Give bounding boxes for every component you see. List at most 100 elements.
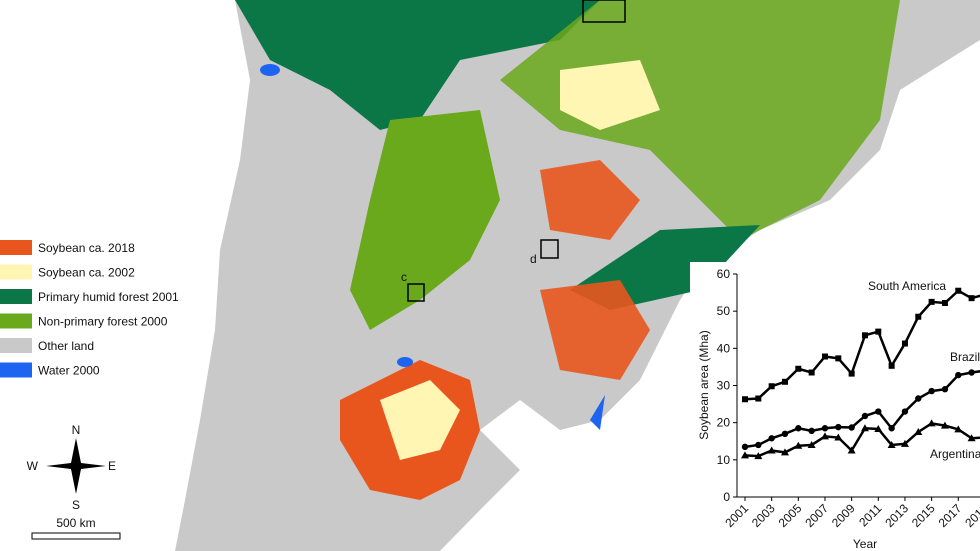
point	[940, 421, 949, 429]
map-label: d	[530, 252, 537, 266]
legend-swatch	[0, 313, 32, 329]
point	[808, 427, 815, 435]
legend-label: Soybean ca. 2002	[38, 266, 135, 280]
chart-bg	[690, 262, 980, 551]
point	[781, 378, 788, 385]
point	[875, 328, 882, 335]
point	[861, 412, 869, 420]
humid-forest	[235, 0, 600, 130]
legend-swatch	[0, 264, 32, 280]
point	[755, 395, 762, 402]
point	[768, 383, 775, 390]
legend-label: Soybean ca. 2018	[38, 241, 135, 255]
legend-label: Non-primary forest 2000	[38, 315, 168, 329]
point	[861, 332, 868, 339]
point	[928, 298, 935, 305]
map-box	[407, 283, 425, 302]
point	[741, 396, 748, 403]
point	[915, 395, 922, 402]
compass-e: E	[108, 459, 116, 473]
legend-swatch	[0, 338, 32, 353]
point	[900, 439, 909, 447]
point	[954, 425, 963, 433]
y-axis-label: Soybean area (Mha)	[697, 330, 711, 439]
point	[755, 441, 762, 449]
point	[941, 299, 948, 306]
point	[807, 440, 816, 448]
point	[968, 369, 975, 376]
legend-swatch	[0, 362, 32, 378]
point	[768, 435, 775, 442]
point	[754, 452, 763, 460]
scale-bar	[31, 532, 121, 540]
point	[795, 365, 802, 372]
point	[847, 446, 856, 454]
point	[860, 424, 869, 432]
point	[955, 371, 962, 379]
point	[874, 424, 883, 432]
point	[848, 370, 855, 377]
point	[781, 430, 789, 438]
point	[835, 423, 842, 431]
point	[794, 441, 803, 449]
y-tick-label: 10	[717, 453, 731, 467]
y-tick-label: 50	[717, 304, 731, 318]
series-label: Brazil	[950, 350, 980, 364]
point	[835, 355, 842, 362]
compass-s: S	[72, 498, 80, 512]
point	[821, 353, 828, 360]
x-axis-label: Year	[853, 537, 877, 551]
compass-n: N	[72, 423, 81, 437]
legend-swatch	[0, 240, 32, 255]
point	[927, 419, 936, 427]
y-tick-label: 40	[717, 341, 731, 355]
water	[590, 395, 605, 430]
point	[848, 424, 855, 431]
y-tick-label: 20	[717, 416, 731, 430]
point	[834, 433, 843, 441]
point	[928, 387, 935, 395]
point	[821, 425, 829, 432]
map-label: c	[401, 270, 407, 284]
forest-east	[500, 0, 900, 240]
scale-label: 500 km	[56, 516, 95, 530]
point	[888, 362, 895, 369]
point	[875, 408, 882, 415]
point	[901, 408, 909, 415]
legend-label: Water 2000	[38, 364, 100, 378]
compass	[46, 438, 106, 494]
point	[955, 287, 962, 294]
legend: Soybean ca. 2018 Soybean ca. 2002 Primary …	[0, 240, 179, 378]
point	[808, 369, 815, 376]
point	[968, 295, 975, 302]
compass-w: W	[27, 459, 39, 473]
point	[740, 451, 749, 459]
point	[741, 443, 749, 451]
map-box	[582, 0, 626, 23]
point	[795, 425, 802, 432]
point	[888, 425, 895, 432]
point	[780, 448, 789, 456]
point	[915, 313, 922, 320]
point	[914, 427, 923, 435]
series-label: Argentina	[930, 447, 980, 461]
legend-label: Other land	[38, 339, 94, 353]
map-box	[540, 239, 559, 259]
point	[967, 434, 976, 442]
chaco-forest	[350, 110, 500, 330]
point	[901, 340, 908, 347]
point	[767, 446, 776, 454]
series-label: South America	[868, 279, 946, 293]
legend-label: Primary humid forest 2001	[38, 290, 179, 304]
y-tick-label: 30	[717, 379, 731, 393]
soy-pampas-old	[380, 380, 460, 460]
point	[820, 432, 829, 440]
legend-swatch	[0, 289, 32, 304]
soy-cerrado	[560, 60, 660, 130]
point	[887, 440, 896, 448]
water	[397, 357, 413, 367]
soy-south-brazil	[540, 280, 650, 380]
point	[941, 386, 949, 393]
